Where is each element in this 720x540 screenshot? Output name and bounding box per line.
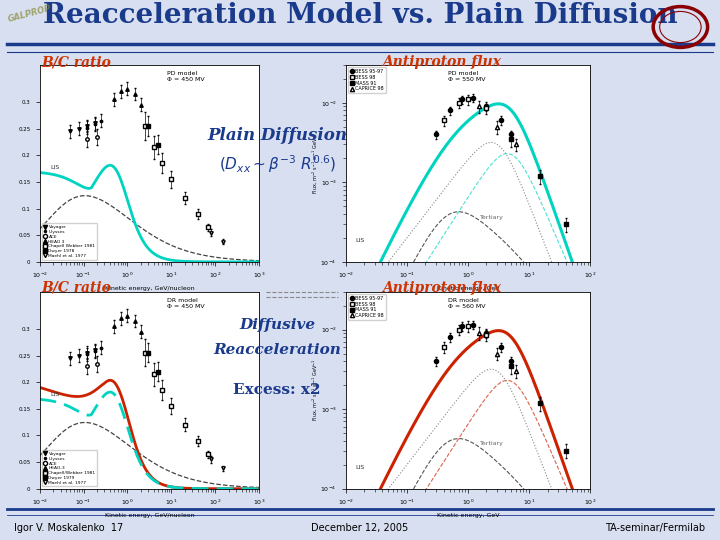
- X-axis label: Kinetic energy, GeV/nucleon: Kinetic energy, GeV/nucleon: [104, 286, 194, 291]
- Text: Reacceleration: Reacceleration: [213, 343, 341, 357]
- X-axis label: Kinetic energy, GeV: Kinetic energy, GeV: [437, 512, 499, 517]
- Text: DR model
Φ = 560 MV: DR model Φ = 560 MV: [449, 298, 486, 309]
- Legend: BESS 95-97, BESS 98, MASS 91, CAPRICE 98: BESS 95-97, BESS 98, MASS 91, CAPRICE 98: [348, 294, 386, 320]
- Y-axis label: Flux, m$^{-2}$ s$^{-1}$ sr$^{-1}$ GeV$^{-1}$: Flux, m$^{-2}$ s$^{-1}$ sr$^{-1}$ GeV$^{…: [310, 359, 319, 421]
- Legend: Voyager, Ulysses, ACE, HEAO-3, Chapell/Webber 1981, Dwyer 1979, Maehl et al. 197: Voyager, Ulysses, ACE, HEAO-3, Chapell/W…: [42, 450, 97, 487]
- Text: Tertiary: Tertiary: [480, 441, 504, 447]
- Text: $(D_{xx}{\sim}\beta^{-3}\ R^{0.6})$: $(D_{xx}{\sim}\beta^{-3}\ R^{0.6})$: [219, 153, 336, 175]
- Text: Plain Diffusion: Plain Diffusion: [207, 127, 347, 144]
- Text: LIS: LIS: [50, 392, 60, 397]
- X-axis label: Kinetic energy, GeV/nucleon: Kinetic energy, GeV/nucleon: [104, 512, 194, 517]
- Text: December 12, 2005: December 12, 2005: [311, 523, 409, 533]
- Text: B/C ratio: B/C ratio: [41, 281, 111, 295]
- Text: Diffusive: Diffusive: [239, 319, 315, 333]
- Text: TA-seminar/Fermilab: TA-seminar/Fermilab: [606, 523, 706, 533]
- Y-axis label: Flux, m$^{-2}$ s$^{-1}$ sr$^{-1}$ GeV$^{-1}$: Flux, m$^{-2}$ s$^{-1}$ sr$^{-1}$ GeV$^{…: [310, 132, 319, 194]
- Text: Antiproton flux: Antiproton flux: [382, 56, 500, 70]
- Text: PD model
Φ = 450 MV: PD model Φ = 450 MV: [167, 71, 204, 82]
- Text: LIS: LIS: [356, 465, 364, 470]
- Text: LIS: LIS: [356, 238, 364, 243]
- Text: Igor V. Moskalenko  17: Igor V. Moskalenko 17: [14, 523, 124, 533]
- Text: Excess: x2: Excess: x2: [233, 383, 321, 397]
- Legend: Voyager, Ulysses, ACE, HEAO 3, Chapell Webber 1981, Dwyer 1978, Maehl et al. 197: Voyager, Ulysses, ACE, HEAO 3, Chapell W…: [42, 224, 97, 260]
- Legend: BESS 95-97, BESS 98, MASS 91, CAPRICE 98: BESS 95-97, BESS 98, MASS 91, CAPRICE 98: [348, 68, 386, 93]
- Text: PD model
Φ = 550 MV: PD model Φ = 550 MV: [449, 71, 486, 82]
- Text: Antiproton flux: Antiproton flux: [382, 281, 500, 295]
- X-axis label: Kinetic energy, GeV: Kinetic energy, GeV: [437, 286, 499, 291]
- Text: LIS: LIS: [50, 165, 60, 170]
- Text: Tertiary: Tertiary: [480, 214, 504, 220]
- Text: Reacceleration Model vs. Plain Diffusion: Reacceleration Model vs. Plain Diffusion: [42, 2, 678, 29]
- Text: DR model
Φ = 450 MV: DR model Φ = 450 MV: [167, 298, 204, 309]
- Text: GALPROP: GALPROP: [7, 3, 53, 24]
- Text: B/C ratio: B/C ratio: [41, 56, 111, 70]
